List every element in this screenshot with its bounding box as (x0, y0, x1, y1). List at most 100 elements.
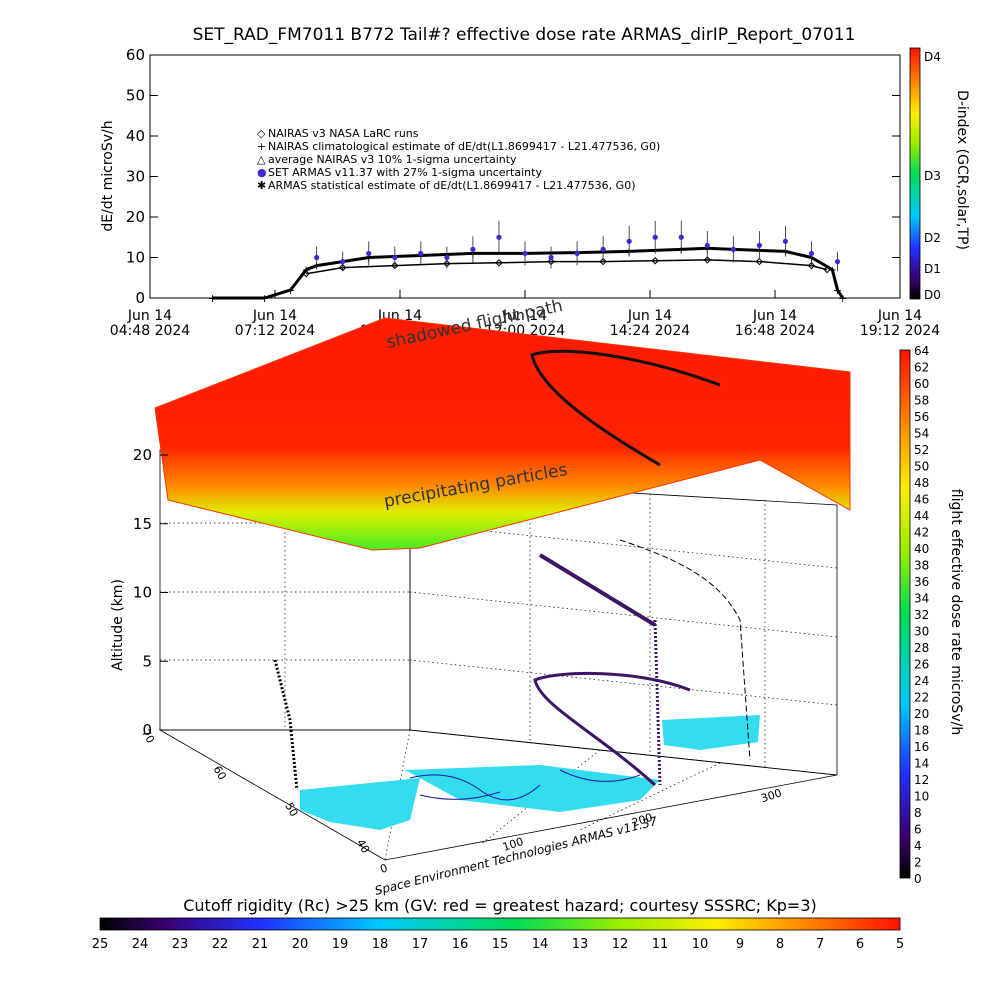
dose-rate-colorbar (899, 349, 911, 879)
3d-y-tick-label-0: 40 (354, 837, 372, 856)
3d-y-tick-label-1: 50 (282, 800, 300, 819)
dose-colorbar-tick-28: 56 (914, 410, 929, 424)
top-y-tick-label-0: 0 (135, 289, 145, 307)
rc-tick-label-4: 21 (252, 937, 269, 952)
3d-z-tick-label-0: 0 (142, 721, 152, 739)
dose-colorbar-tick-12: 24 (914, 674, 929, 688)
d-index-colorbar (909, 47, 921, 300)
3d-x-tick-label-3: 300 (759, 786, 783, 805)
dose-colorbar-tick-5: 10 (914, 790, 929, 804)
rc-tick-label-11: 14 (532, 937, 549, 952)
dose-colorbar-tick-14: 28 (914, 641, 929, 655)
top-x-tick-time-6: 19:12 2024 (860, 323, 941, 339)
series-line-nairas-runs (306, 259, 828, 275)
rc-tick-label-14: 11 (652, 937, 669, 952)
point-set-armas-3 (392, 254, 398, 261)
3d-x-axis-ticks: 0 100 200 300 (379, 786, 784, 876)
point-set-armas-14 (678, 234, 684, 240)
point-set-armas-17 (756, 242, 762, 248)
point-nairas-runs-2 (391, 261, 399, 270)
dose-colorbar-tick-6: 12 (914, 773, 929, 787)
ground-footprint (300, 715, 760, 830)
point-set-armas-15 (704, 242, 710, 248)
point-set-armas-0 (314, 254, 320, 261)
dose-rate-colorbar-ticks: 0246810121416182022242628303234363840424… (914, 344, 929, 886)
cutoff-rigidity-ticks: 25 24 23 22 21 20 19 18 17 16 15 14 13 12 11 10 9 8 7 6 5 (92, 937, 904, 952)
dose-colorbar-tick-32: 64 (914, 344, 929, 358)
point-nairas-runs-11 (823, 265, 831, 274)
top-y-tick-label-2: 20 (126, 208, 145, 226)
cutoff-rigidity-title: Cutoff rigidity (Rc) >25 km (GV: red = g… (183, 896, 817, 915)
dose-colorbar-tick-24: 48 (914, 476, 929, 490)
rc-tick-label-8: 17 (412, 937, 429, 952)
point-set-armas-19 (808, 250, 815, 257)
rc-tick-label-2: 23 (172, 937, 189, 952)
dose-colorbar-tick-23: 46 (914, 493, 929, 507)
d-index-label: D-index (GCR,solar,TP) (954, 90, 970, 250)
rc-tick-label-9: 16 (452, 937, 469, 952)
point-nairas-climatological-2: + (286, 284, 295, 297)
flight-path-mid-segment (538, 553, 657, 627)
3d-x-tick-label-2: 200 (630, 811, 654, 830)
dose-colorbar-tick-27: 54 (914, 427, 929, 441)
rc-tick-label-12: 13 (572, 937, 589, 952)
legend-label-nairas-runs: NAIRAS v3 NASA LaRC runs (268, 127, 419, 140)
rc-tick-label-20: 5 (896, 937, 904, 952)
top-series-group: ++++++++++++++++++++ (208, 220, 847, 305)
top-x-tick-time-4: 14:24 2024 (610, 323, 691, 339)
footprint-central (405, 765, 660, 812)
dose-colorbar-tick-26: 52 (914, 443, 929, 457)
dose-colorbar-tick-16: 32 (914, 608, 929, 622)
d-index-tick-d1: D1 (924, 262, 941, 276)
top-y-tick-label-1: 10 (126, 249, 145, 267)
point-set-armas-5 (444, 254, 450, 261)
dose-colorbar-tick-7: 14 (914, 757, 929, 771)
rc-tick-label-3: 22 (212, 937, 229, 952)
3d-z-axis-ticks: 0 5 10 15 20 (133, 446, 168, 739)
flight-path-vertical-drop (653, 619, 662, 786)
point-nairas-runs-7 (651, 257, 659, 265)
point-nairas-climatological-1: + (260, 292, 269, 305)
dose-colorbar-tick-8: 16 (914, 740, 929, 754)
top-x-tick-date-5: Jun 14 (752, 308, 797, 324)
3d-y-tick-label-3: 70 (139, 727, 157, 746)
top-chart-title: SET_RAD_FM7011 B772 Tail#? effective dos… (193, 25, 856, 45)
dose-colorbar-tick-11: 22 (914, 691, 929, 705)
point-set-armas-2 (366, 250, 372, 257)
point-set-armas-13 (652, 234, 658, 240)
dose-colorbar-tick-10: 20 (914, 707, 929, 721)
point-nairas-climatological-0: + (208, 292, 217, 305)
precipitating-particles-layer (154, 317, 851, 551)
top-x-tick-date-3: Jun 14 (502, 308, 547, 324)
dose-colorbar-tick-13: 26 (914, 658, 929, 672)
legend-marker-nairas-uncertainty: △ (257, 153, 266, 166)
3d-floor (158, 729, 838, 861)
point-set-armas-20 (834, 258, 841, 265)
rc-tick-label-0: 25 (92, 937, 109, 952)
point-set-armas-7 (496, 234, 502, 240)
rc-tick-label-7: 18 (372, 937, 389, 952)
dose-colorbar-tick-2: 4 (914, 839, 922, 853)
dose-colorbar-tick-19: 38 (914, 559, 929, 573)
top-y-tick-label-4: 40 (126, 127, 145, 145)
point-set-armas-16 (730, 246, 736, 252)
rc-tick-label-15: 10 (692, 937, 709, 952)
point-set-armas-11 (600, 246, 606, 252)
3d-y-axis-ticks: 40 50 60 70 (139, 727, 372, 856)
3d-z-tick-label-3: 15 (133, 515, 152, 533)
point-set-armas-12 (626, 238, 632, 244)
point-nairas-runs-4 (495, 259, 503, 267)
top-x-tick-date-1: Jun 14 (252, 308, 297, 324)
point-set-armas-9 (548, 254, 554, 261)
point-set-armas-18 (782, 238, 789, 244)
dose-colorbar-tick-15: 30 (914, 625, 929, 639)
rc-tick-label-1: 24 (132, 937, 149, 952)
rc-tick-label-17: 8 (776, 937, 784, 952)
cutoff-rigidity-colorbar (99, 917, 901, 931)
dose-colorbar-tick-17: 34 (914, 592, 929, 606)
credit-line: Space Environment Technologies ARMAS v11… (373, 814, 659, 898)
legend-marker-nairas-runs: ◇ (257, 127, 266, 140)
rc-tick-label-16: 9 (736, 937, 744, 952)
rc-tick-label-13: 12 (612, 937, 629, 952)
